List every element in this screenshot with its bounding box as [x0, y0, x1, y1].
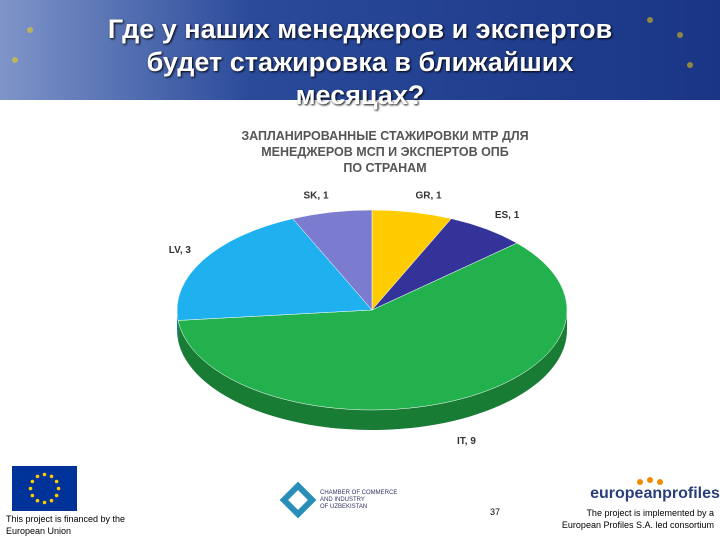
slice-side — [178, 310, 567, 431]
flag-star — [54, 479, 59, 484]
flag-star — [42, 472, 47, 477]
flag-star — [30, 479, 35, 484]
slice — [177, 242, 568, 411]
chamber-name: CHAMBER OF COMMERCE — [320, 490, 397, 496]
chamber-logo — [279, 481, 317, 519]
flag-star — [42, 500, 47, 505]
slice — [176, 218, 373, 321]
slice-side — [177, 310, 179, 341]
footer-left: European Union — [6, 526, 71, 536]
slide-title: месяцах? — [296, 80, 425, 110]
footer-left: This project is financed by the — [6, 514, 125, 524]
flag-star — [28, 486, 33, 491]
flag-star — [35, 498, 40, 503]
brand-name: europeanprofiles — [590, 485, 720, 502]
slice — [292, 209, 373, 311]
chart-title: ПО СТРАНАМ — [343, 161, 426, 175]
chamber-name: OF UZBEKISTAN — [320, 504, 367, 510]
slide-title: Где у наших менеджеров и экспертов — [108, 14, 612, 44]
banner-stars — [12, 17, 693, 68]
flag-star — [49, 474, 54, 479]
flag-star — [35, 474, 40, 479]
slide-title: будет стажировка в ближайших — [147, 47, 574, 77]
flag-star — [56, 486, 61, 491]
footer-right: The project is implemented by a — [586, 508, 714, 518]
flag-star — [30, 493, 35, 498]
header-banner — [0, 0, 720, 100]
eu-flag — [12, 466, 77, 511]
flag-star — [54, 493, 59, 498]
data-label: LV, 3 — [169, 245, 192, 256]
footer-right: European Profiles S.A. led consortium — [562, 520, 714, 530]
data-label: IT, 9 — [457, 436, 476, 447]
chart-title: МЕНЕДЖЕРОВ МСП И ЭКСПЕРТОВ ОПБ — [261, 145, 509, 159]
chart-title: ЗАПЛАНИРОВАННЫЕ СТАЖИРОВКИ МТР ДЛЯ — [241, 129, 528, 143]
flag-star — [49, 498, 54, 503]
brand-logo — [637, 477, 663, 485]
data-label: ES, 1 — [495, 210, 520, 221]
data-label: SK, 1 — [304, 190, 329, 201]
data-label: GR, 1 — [415, 190, 442, 201]
page-number: 37 — [490, 507, 500, 517]
chamber-name: AND INDUSTRY — [320, 497, 365, 503]
